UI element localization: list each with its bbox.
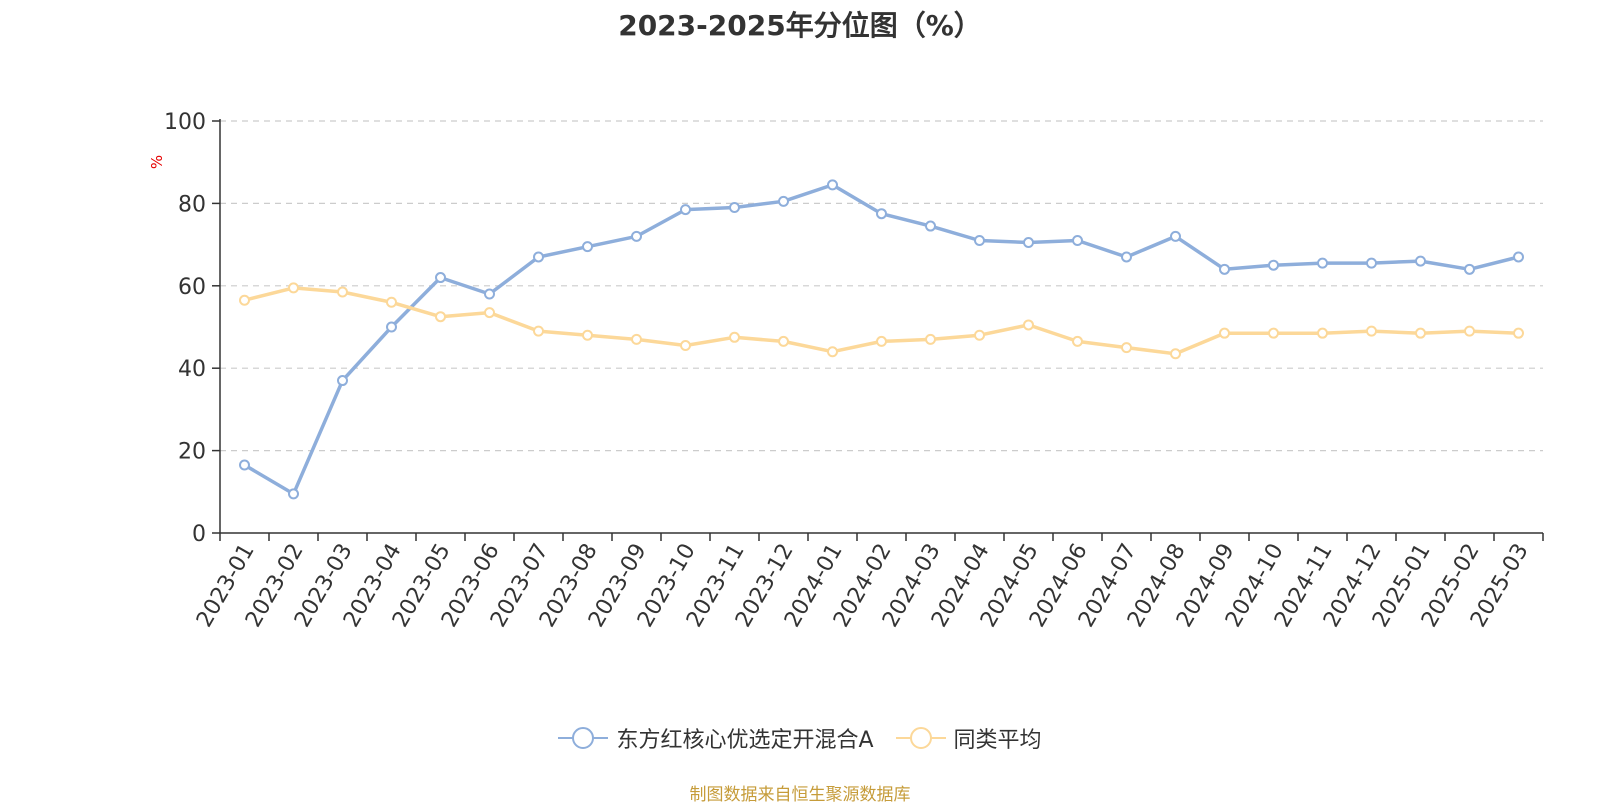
data-point (876, 335, 887, 347)
data-point (1268, 327, 1279, 339)
legend: 东方红核心优选定开混合A 同类平均 (0, 722, 1600, 754)
data-point (1317, 327, 1328, 339)
y-tick-label: 100 (164, 110, 206, 135)
data-point (680, 204, 691, 216)
data-point (778, 335, 789, 347)
data-point (239, 459, 250, 471)
axes: 020406080100%2023-012023-022023-032023-0… (148, 110, 1544, 632)
y-tick-label: 20 (178, 440, 206, 465)
data-point (533, 325, 544, 337)
data-point (925, 333, 936, 345)
legend-circle (572, 727, 595, 749)
data-point (1072, 335, 1083, 347)
data-point (1170, 348, 1181, 360)
legend-marker-icon (558, 727, 609, 749)
data-point (1464, 325, 1475, 337)
data-point (239, 294, 250, 306)
data-point (876, 208, 887, 220)
data-point (1513, 327, 1524, 339)
data-point (1219, 263, 1230, 275)
legend-item[interactable]: 东方红核心优选定开混合A (558, 722, 874, 754)
data-point (484, 307, 495, 319)
data-point (582, 329, 593, 341)
data-point (288, 488, 299, 500)
data-point (337, 375, 348, 387)
chart-title: 2023-2025年分位图（%） (618, 9, 982, 42)
y-axis-unit-label: % (148, 155, 166, 169)
data-point (1317, 257, 1328, 269)
data-point (974, 234, 985, 246)
data-point (680, 340, 691, 352)
data-point (484, 288, 495, 300)
data-point (974, 329, 985, 341)
data-point (435, 272, 446, 284)
y-tick-label: 60 (178, 275, 206, 300)
source-note: 制图数据来自恒生聚源数据库 (689, 785, 911, 805)
data-point (386, 321, 397, 333)
data-point (1023, 319, 1034, 331)
legend-circle (909, 727, 932, 749)
data-point (1121, 251, 1132, 263)
data-point (1415, 255, 1426, 267)
data-point (1219, 327, 1230, 339)
data-point (1464, 263, 1475, 275)
data-point (1072, 234, 1083, 246)
data-point (1268, 259, 1279, 271)
legend-label: 同类平均 (953, 728, 1042, 753)
data-point (827, 346, 838, 358)
y-tick-label: 0 (192, 522, 206, 547)
y-tick-label: 80 (178, 192, 206, 217)
y-tick-label: 40 (178, 357, 206, 382)
data-point (631, 230, 642, 242)
data-point (925, 220, 936, 232)
data-point (1366, 257, 1377, 269)
data-point (729, 331, 740, 343)
data-point (288, 282, 299, 294)
data-point (1023, 237, 1034, 249)
data-point (827, 179, 838, 191)
data-point (1366, 325, 1377, 337)
legend-item[interactable]: 同类平均 (895, 722, 1042, 754)
data-point (1513, 251, 1524, 263)
data-point (1415, 327, 1426, 339)
data-point (778, 195, 789, 207)
data-point (631, 333, 642, 345)
data-point (729, 202, 740, 214)
series-lines (239, 179, 1524, 500)
grid-lines (220, 120, 1543, 452)
data-point (582, 241, 593, 253)
legend-label: 东方红核心优选定开混合A (616, 728, 874, 753)
data-point (435, 311, 446, 323)
data-point (337, 286, 348, 298)
data-point (533, 251, 544, 263)
data-point (1170, 230, 1181, 242)
data-point (386, 296, 397, 308)
data-point (1121, 342, 1132, 354)
legend-marker-icon (895, 727, 946, 749)
